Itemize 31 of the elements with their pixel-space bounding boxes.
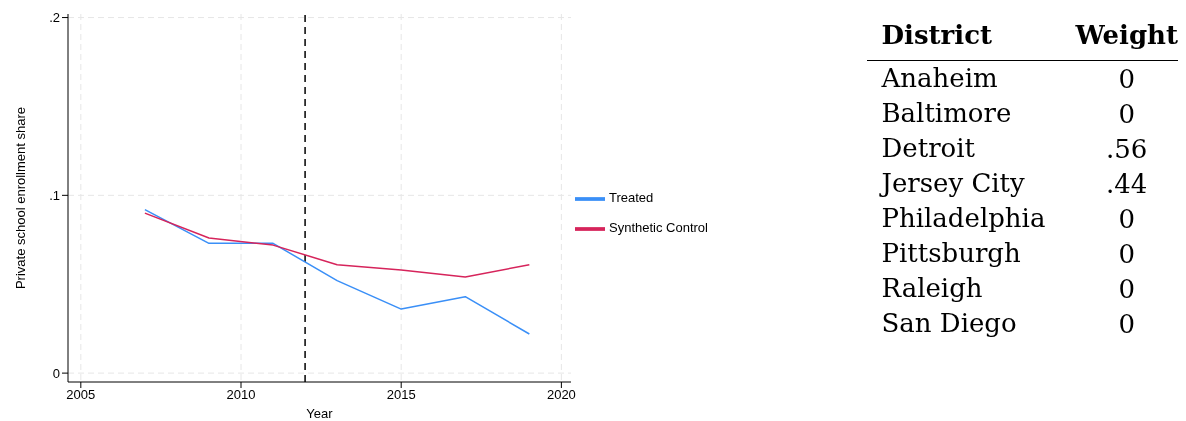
text: District <box>880 19 993 52</box>
category-label: Detroit <box>880 132 976 165</box>
text: Weight <box>1075 19 1178 52</box>
y-tick-label: .1 <box>49 187 60 203</box>
category-label: Anaheim <box>880 62 999 95</box>
line-series <box>144 208 531 335</box>
text: 0 <box>1118 98 1135 129</box>
category-label: Baltimore <box>880 97 1013 130</box>
text: .44 <box>1106 168 1148 199</box>
legend-label: Treated <box>609 190 654 206</box>
text: 0 <box>1118 308 1135 339</box>
y-tick-label: 0 <box>52 365 60 381</box>
category-label: Philadelphia <box>880 202 1047 235</box>
y-axis-title: Private school enrollment share <box>12 106 28 290</box>
text: 0 <box>1118 203 1135 234</box>
category-label: San Diego <box>880 307 1018 340</box>
x-axis-title: Year <box>306 406 334 421</box>
x-tick-label: 2020 <box>546 387 576 403</box>
category-label: Pittsburgh <box>880 237 1022 270</box>
x-tick-label: 2010 <box>226 387 256 403</box>
line-series <box>144 212 531 278</box>
text: 0 <box>1118 273 1135 304</box>
y-tick-label: .2 <box>49 10 60 26</box>
text: .56 <box>1106 133 1148 164</box>
category-label: Jersey City <box>878 167 1026 200</box>
category-label: Raleigh <box>880 272 984 305</box>
text: 0 <box>1118 63 1135 94</box>
text: 0 <box>1118 238 1135 269</box>
x-tick-label: 2005 <box>66 387 96 403</box>
legend-label: Synthetic Control <box>609 220 708 236</box>
x-tick-label: 2015 <box>386 387 416 403</box>
